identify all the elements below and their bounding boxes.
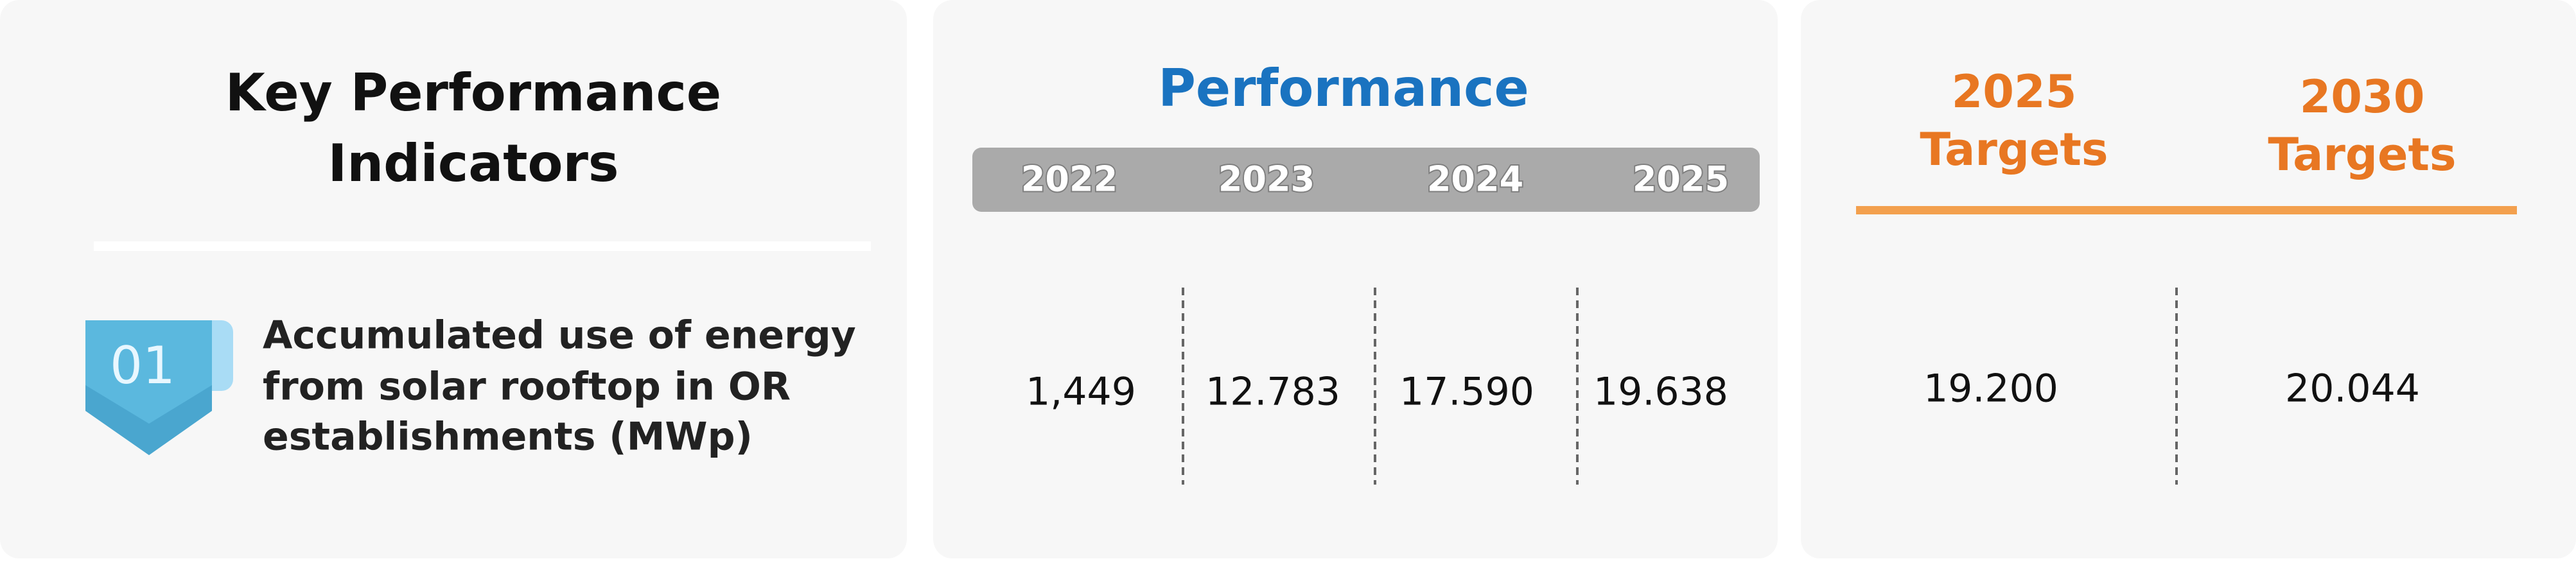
performance-value: 12.783	[1205, 370, 1340, 415]
year-bar	[972, 148, 1760, 212]
year-label: 2024	[1427, 159, 1523, 200]
performance-panel	[933, 0, 1778, 558]
year-label: 2022	[1021, 159, 1117, 200]
targets-underline	[1856, 206, 2517, 214]
divider	[94, 241, 871, 251]
kpi-title: Key Performance	[225, 63, 721, 123]
indicator-text: establishments (MWp)	[263, 415, 753, 460]
badge	[85, 320, 233, 455]
kpi-panel	[0, 0, 907, 558]
target-year: 2030	[2300, 71, 2425, 123]
target-label: Targets	[2268, 128, 2456, 181]
kpi-title: Indicators	[328, 134, 618, 193]
target-value: 19.200	[1923, 367, 2058, 411]
targets-panel	[1801, 0, 2576, 558]
performance-value: 1,449	[1026, 370, 1136, 415]
target-year: 2025	[1952, 65, 2077, 118]
performance-value: 19.638	[1593, 370, 1728, 415]
indicator-text: Accumulated use of energy	[263, 313, 856, 358]
badge-number: 01	[110, 336, 175, 395]
target-label: Targets	[1920, 123, 2108, 176]
performance-title: Performance	[1158, 58, 1529, 118]
year-label: 2025	[1633, 159, 1729, 200]
target-value: 20.044	[2285, 367, 2420, 411]
year-label: 2023	[1218, 159, 1315, 200]
performance-value: 17.590	[1399, 370, 1534, 415]
indicator-text: from solar rooftop in OR	[263, 365, 791, 410]
